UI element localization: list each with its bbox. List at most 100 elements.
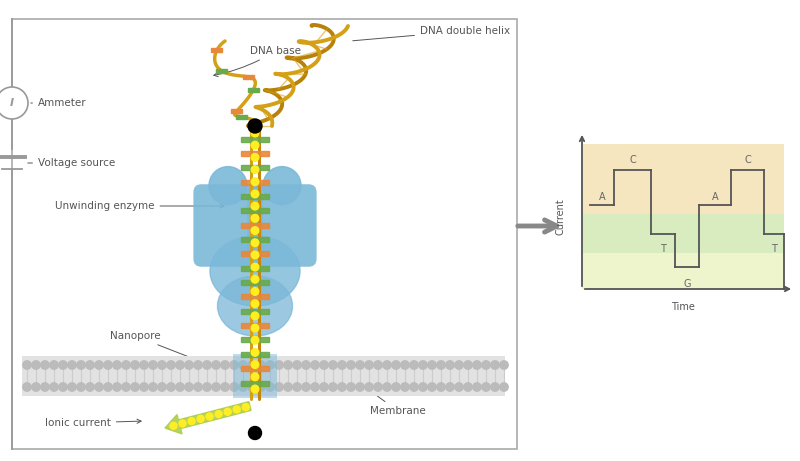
Circle shape (41, 361, 50, 369)
Circle shape (130, 361, 139, 369)
Circle shape (392, 361, 400, 369)
Circle shape (41, 383, 50, 391)
Circle shape (248, 383, 256, 391)
FancyArrow shape (165, 402, 251, 434)
Circle shape (242, 403, 250, 411)
Circle shape (428, 361, 436, 369)
Text: C: C (744, 155, 751, 165)
Circle shape (158, 361, 166, 369)
Circle shape (215, 411, 222, 418)
Circle shape (104, 361, 112, 369)
Circle shape (185, 361, 193, 369)
Text: Nanopore: Nanopore (110, 331, 222, 370)
Circle shape (454, 383, 463, 391)
Circle shape (140, 383, 148, 391)
Circle shape (251, 263, 258, 271)
Circle shape (209, 166, 247, 205)
Circle shape (437, 383, 445, 391)
Bar (248, 88, 258, 92)
Bar (241, 223, 269, 228)
Circle shape (437, 361, 445, 369)
Circle shape (251, 142, 258, 149)
Circle shape (293, 361, 301, 369)
Circle shape (158, 383, 166, 391)
Circle shape (329, 361, 337, 369)
Circle shape (482, 383, 490, 391)
Circle shape (251, 300, 258, 307)
Circle shape (338, 383, 346, 391)
Circle shape (230, 383, 238, 391)
Circle shape (473, 361, 481, 369)
Circle shape (302, 383, 310, 391)
Circle shape (329, 383, 337, 391)
Bar (241, 251, 269, 256)
Bar (242, 75, 254, 79)
Bar (241, 165, 269, 170)
Text: Unwinding enzyme: Unwinding enzyme (55, 201, 224, 211)
Circle shape (176, 361, 184, 369)
Text: T: T (771, 244, 777, 254)
Circle shape (251, 337, 258, 344)
Bar (241, 295, 269, 299)
Circle shape (251, 129, 258, 137)
Bar (241, 208, 269, 213)
Circle shape (248, 119, 262, 133)
FancyBboxPatch shape (194, 184, 262, 267)
Circle shape (266, 361, 274, 369)
Circle shape (251, 214, 258, 222)
Circle shape (251, 239, 258, 247)
Circle shape (86, 361, 94, 369)
Text: Current: Current (555, 198, 565, 235)
Bar (582, 144, 784, 213)
Circle shape (310, 361, 319, 369)
Circle shape (263, 166, 301, 205)
Circle shape (257, 383, 265, 391)
Circle shape (248, 361, 256, 369)
Circle shape (446, 383, 454, 391)
Circle shape (50, 361, 58, 369)
Circle shape (251, 251, 258, 259)
Bar (241, 280, 269, 285)
Text: Membrane: Membrane (352, 378, 426, 416)
Circle shape (382, 361, 391, 369)
Circle shape (130, 383, 139, 391)
Circle shape (224, 408, 231, 415)
Circle shape (113, 383, 122, 391)
Text: T: T (660, 244, 666, 254)
Circle shape (320, 361, 328, 369)
Circle shape (94, 383, 103, 391)
Circle shape (418, 383, 427, 391)
FancyBboxPatch shape (247, 184, 317, 267)
Circle shape (251, 227, 258, 234)
Circle shape (50, 383, 58, 391)
Circle shape (464, 383, 472, 391)
Circle shape (22, 361, 31, 369)
Bar (216, 69, 227, 73)
Bar (233, 354, 277, 398)
Circle shape (251, 154, 258, 161)
Circle shape (454, 361, 463, 369)
Circle shape (194, 383, 202, 391)
Circle shape (188, 418, 195, 425)
Circle shape (251, 276, 258, 283)
Ellipse shape (218, 276, 293, 336)
Circle shape (338, 361, 346, 369)
Circle shape (68, 361, 76, 369)
Circle shape (251, 190, 258, 198)
Bar (241, 179, 269, 184)
Bar (241, 237, 269, 242)
Circle shape (58, 361, 67, 369)
Circle shape (251, 288, 258, 296)
Circle shape (94, 361, 103, 369)
Bar (22, 356, 505, 396)
Circle shape (238, 361, 247, 369)
Bar (241, 309, 269, 314)
Circle shape (374, 383, 382, 391)
Circle shape (284, 361, 292, 369)
Bar (582, 213, 784, 253)
Circle shape (176, 383, 184, 391)
Circle shape (170, 422, 177, 429)
Circle shape (77, 361, 85, 369)
Circle shape (257, 361, 265, 369)
Circle shape (212, 361, 220, 369)
